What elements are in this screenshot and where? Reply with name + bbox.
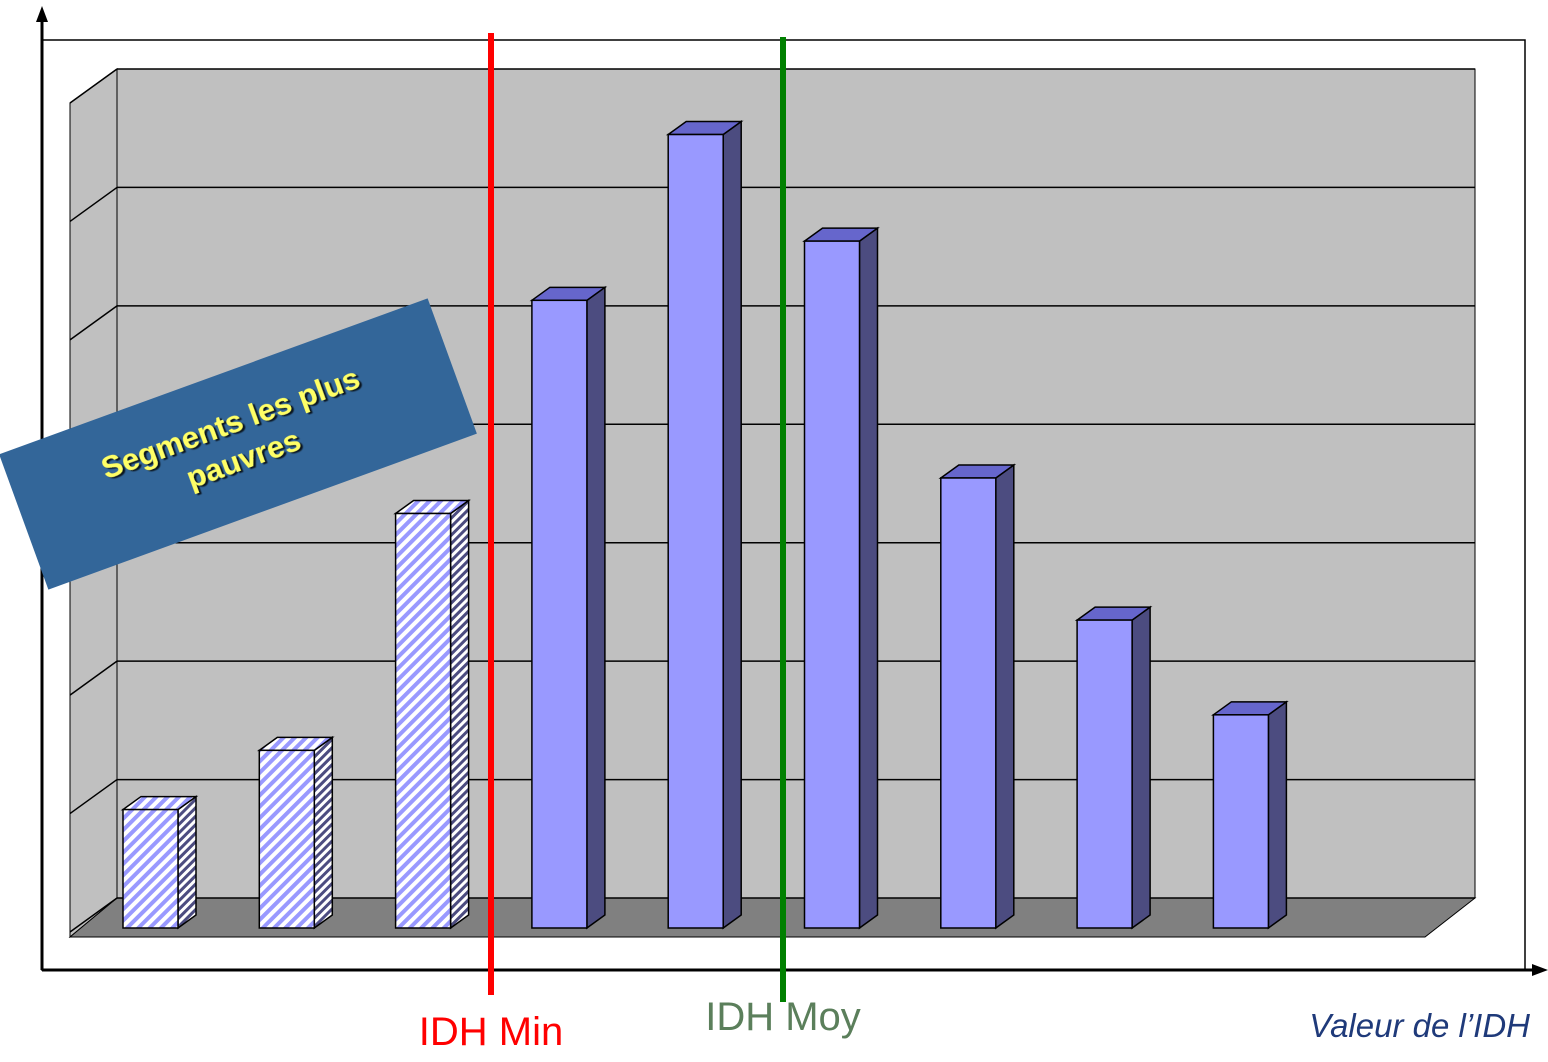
bar — [258, 749, 316, 929]
bar-side — [313, 735, 334, 930]
annotations: IDH Min IDH Moy — [419, 33, 861, 1054]
bar-side — [722, 120, 742, 930]
grid-line-side — [69, 186, 118, 223]
bar-group — [1074, 605, 1153, 930]
bar-group — [1211, 700, 1289, 930]
grid-line-side — [69, 897, 118, 933]
bar — [803, 240, 861, 929]
grid-line-side — [69, 778, 118, 815]
bar — [1076, 619, 1133, 929]
bar-group — [665, 120, 744, 930]
bar — [940, 477, 997, 929]
bar — [667, 133, 724, 929]
annotation-label: IDH Moy — [705, 995, 861, 1039]
bar-side — [995, 463, 1015, 930]
bar-group — [120, 795, 199, 930]
bar-side — [586, 285, 606, 930]
bar-group — [256, 735, 335, 930]
bar-side — [858, 226, 879, 930]
annotation-label: IDH Min — [419, 1010, 563, 1054]
bar-side — [177, 795, 197, 930]
y-axis-arrow — [36, 6, 48, 22]
bar-group — [938, 463, 1017, 930]
bar-group — [802, 226, 880, 930]
bar-side — [449, 499, 470, 930]
x-axis-arrow — [1532, 964, 1548, 976]
bar — [1212, 714, 1270, 929]
grid-line-side — [69, 305, 118, 341]
bar — [394, 512, 452, 929]
grid-line-side — [69, 660, 118, 696]
bar-side — [1267, 700, 1288, 930]
bar — [122, 808, 179, 929]
callout-box — [0, 298, 477, 590]
bars — [120, 120, 1289, 930]
bar — [531, 299, 588, 929]
bar-group — [393, 499, 471, 930]
bar-group — [529, 285, 608, 930]
bar-side — [1131, 605, 1151, 930]
x-axis-label: Valeur de l’IDH — [1309, 1007, 1530, 1044]
grid-line-side — [69, 68, 118, 104]
